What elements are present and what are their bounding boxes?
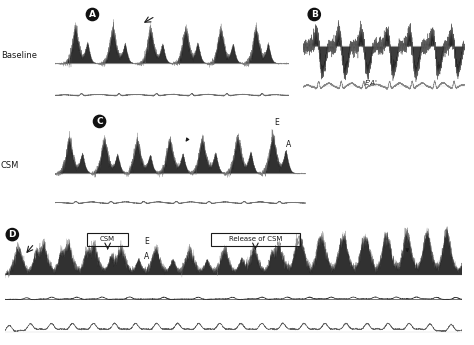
Text: Baseline: Baseline xyxy=(1,51,37,60)
Text: E: E xyxy=(144,237,149,246)
Text: A: A xyxy=(144,252,149,261)
Text: D: D xyxy=(9,230,16,239)
Text: CSM: CSM xyxy=(1,161,19,170)
FancyBboxPatch shape xyxy=(210,233,300,246)
Text: B: B xyxy=(311,10,318,19)
Text: A: A xyxy=(89,10,96,19)
Text: Release of CSM: Release of CSM xyxy=(229,236,282,242)
FancyBboxPatch shape xyxy=(87,233,128,246)
Text: C: C xyxy=(96,117,103,126)
Text: E: E xyxy=(274,118,279,127)
Text: A: A xyxy=(286,140,291,149)
Text: E'A': E'A' xyxy=(365,80,377,86)
Text: CSM: CSM xyxy=(100,236,115,242)
